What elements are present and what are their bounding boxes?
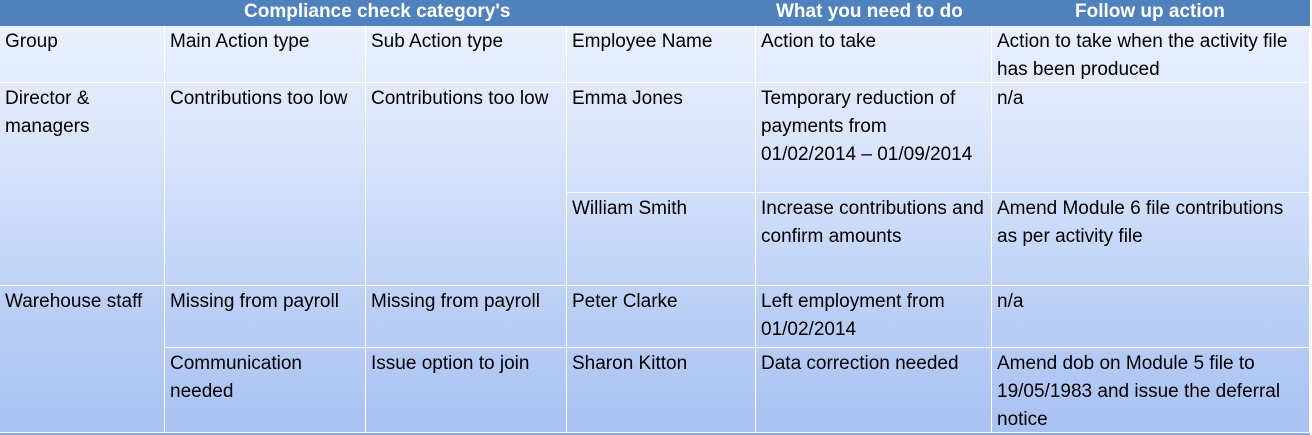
- col-action-to-take: Action to take: [756, 26, 992, 83]
- col-sub-action-type: Sub Action type: [366, 26, 567, 83]
- col-follow-action: Action to take when the activity file ha…: [992, 26, 1310, 83]
- sub-action-cell: Issue option to join: [366, 348, 567, 433]
- action-cell: Temporary reduction of payments from 01/…: [756, 83, 992, 193]
- sub-action-cell: Missing from payroll: [366, 286, 567, 348]
- action-cell: Increase contributions and confirm amoun…: [756, 193, 992, 286]
- follow-up-cell: n/a: [992, 83, 1310, 193]
- action-cell: Left employment from 01/02/2014: [756, 286, 992, 348]
- action-cell: Data correction needed: [756, 348, 992, 433]
- col-employee-name: Employee Name: [567, 26, 756, 83]
- employee-name-cell: William Smith: [567, 193, 756, 286]
- header-compliance-category: Compliance check category's: [244, 1, 511, 22]
- header-bar: Compliance check category's What you nee…: [0, 0, 1310, 26]
- main-action-cell: Contributions too low: [165, 83, 366, 286]
- col-group: Group: [0, 26, 165, 83]
- group-cell: Director & managers: [0, 83, 165, 286]
- employee-name-cell: Emma Jones: [567, 83, 756, 193]
- group-cell: Warehouse staff: [0, 286, 165, 433]
- main-action-cell: Missing from payroll: [165, 286, 366, 348]
- employee-name-cell: Sharon Kitton: [567, 348, 756, 433]
- employee-name-cell: Peter Clarke: [567, 286, 756, 348]
- header-follow-up: Follow up action: [1075, 1, 1225, 22]
- follow-up-cell: n/a: [992, 286, 1310, 348]
- sub-action-cell: Contributions too low: [366, 83, 567, 286]
- header-what-to-do: What you need to do: [776, 1, 963, 22]
- col-main-action-type: Main Action type: [165, 26, 366, 83]
- main-action-cell: Communication needed: [165, 348, 366, 433]
- follow-up-cell: Amend dob on Module 5 file to 19/05/1983…: [992, 348, 1310, 433]
- follow-up-cell: Amend Module 6 file contributions as per…: [992, 193, 1310, 286]
